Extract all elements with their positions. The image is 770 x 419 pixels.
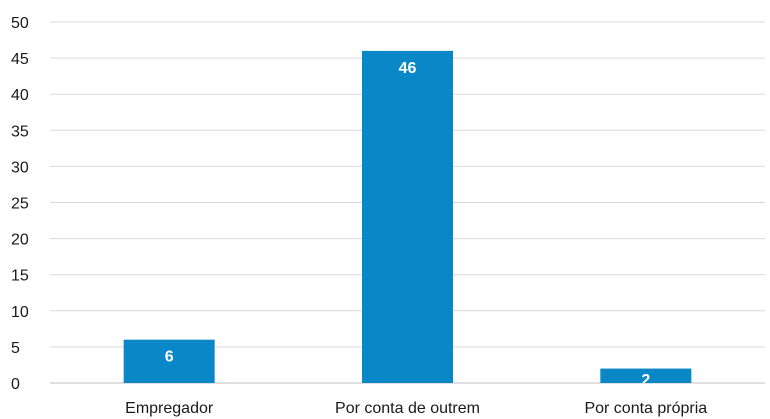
y-tick-label: 0 (11, 376, 20, 393)
y-tick-label: 10 (11, 304, 29, 321)
category-label: Por conta de outrem (335, 400, 480, 417)
x-axis-categories: Empregador Por conta de outrem Por conta p… (125, 400, 707, 417)
y-tick-label: 20 (11, 232, 29, 249)
y-tick-label: 40 (11, 87, 29, 104)
bars (123, 50, 692, 383)
data-labels: 6 46 2 (165, 60, 651, 389)
y-tick-label: 15 (11, 268, 29, 285)
data-label: 46 (399, 60, 417, 77)
y-tick-label: 25 (11, 196, 29, 213)
data-label: 2 (641, 372, 650, 389)
y-tick-label: 5 (11, 340, 20, 357)
bar (600, 368, 692, 383)
y-tick-label: 30 (11, 159, 29, 176)
y-tick-label: 35 (11, 123, 29, 140)
y-tick-label: 45 (11, 51, 29, 68)
bar (123, 339, 215, 383)
y-axis-ticks: 0 5 10 15 20 25 30 35 40 45 50 (11, 15, 29, 393)
category-label: Empregador (125, 400, 214, 417)
data-label: 6 (165, 349, 174, 366)
category-label: Por conta própria (584, 400, 707, 417)
bar (362, 50, 453, 383)
y-tick-label: 50 (11, 15, 29, 32)
